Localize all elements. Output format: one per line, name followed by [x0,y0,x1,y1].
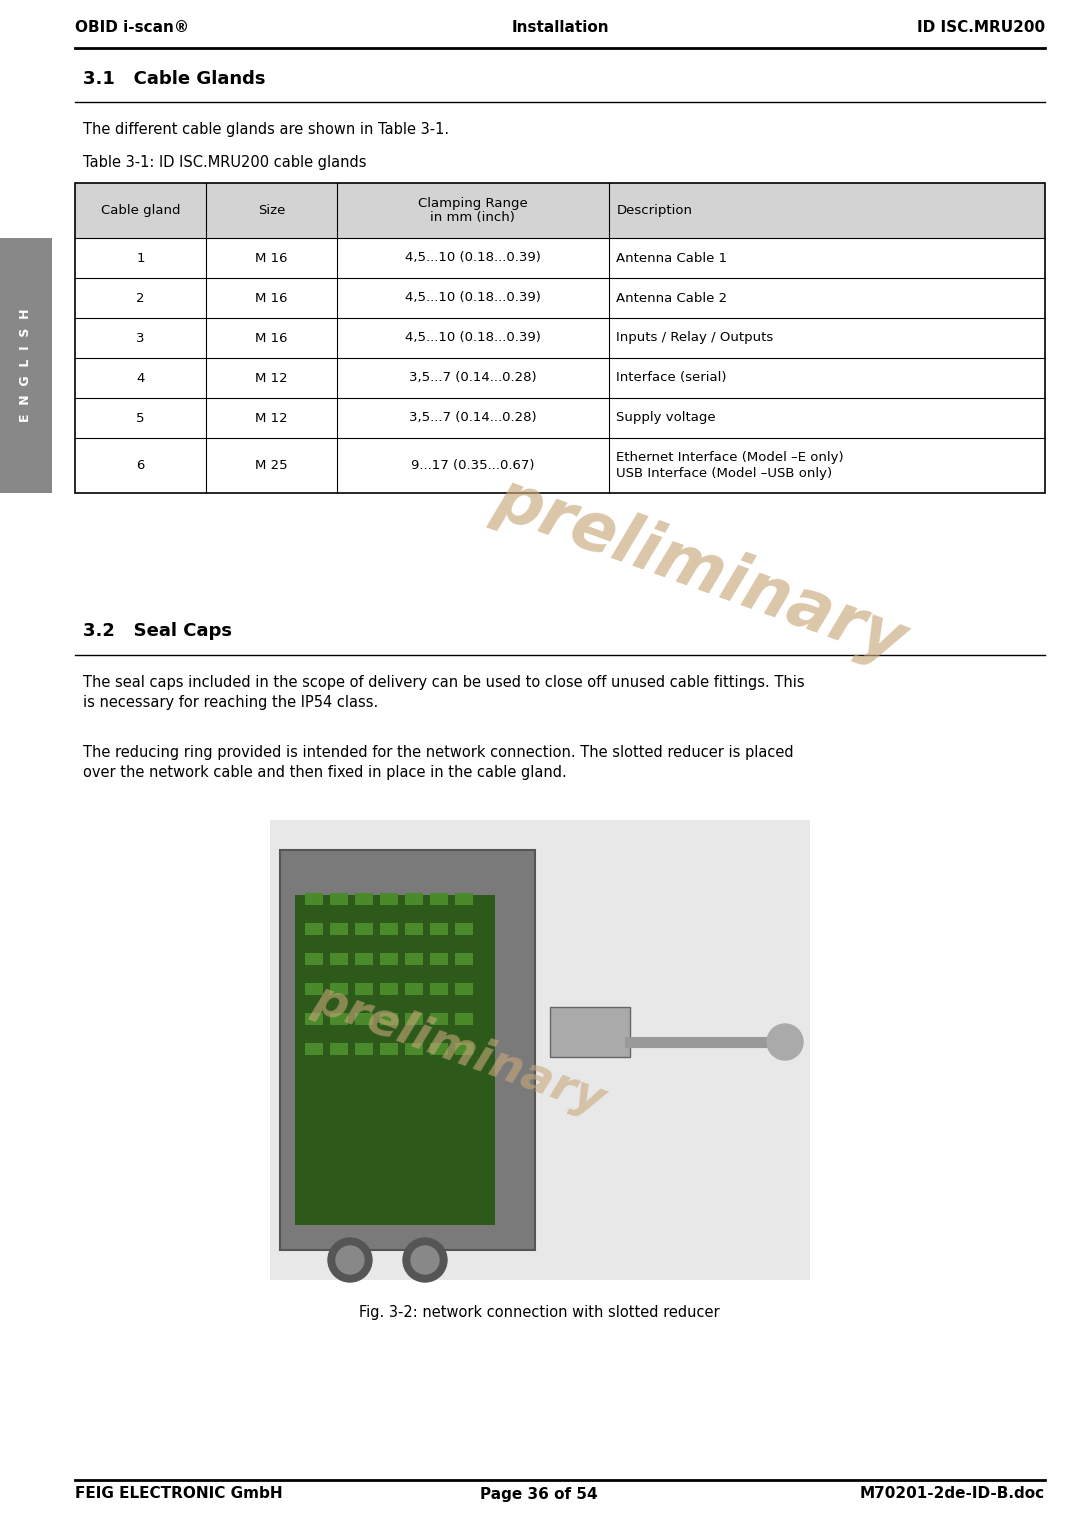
Bar [405,923,423,935]
Bar [405,982,423,994]
Text: Ethernet Interface (Model –E only)
USB Interface (Model –USB only): Ethernet Interface (Model –E only) USB I… [617,452,844,479]
Text: 1: 1 [136,252,144,264]
Text: The reducing ring provided is intended for the network connection. The slotted r: The reducing ring provided is intended f… [83,744,793,779]
Bar [330,923,348,935]
Text: 3,5...7 (0.14...0.28): 3,5...7 (0.14...0.28) [409,371,537,385]
Bar [381,1013,398,1025]
Bar [0,238,52,493]
Text: 3,5...7 (0.14...0.28): 3,5...7 (0.14...0.28) [409,411,537,424]
Text: E  N  G  L  I  S  H: E N G L I S H [19,309,32,423]
Text: 4,5...10 (0.18...0.39): 4,5...10 (0.18...0.39) [404,252,541,264]
Bar [305,923,323,935]
Text: The seal caps included in the scope of delivery can be used to close off unused : The seal caps included in the scope of d… [83,675,804,709]
Text: M 16: M 16 [255,291,288,305]
Text: Cable gland: Cable gland [100,205,180,217]
Text: 4,5...10 (0.18...0.39): 4,5...10 (0.18...0.39) [404,332,541,344]
Bar [355,1043,373,1055]
Bar [430,893,448,905]
Bar [405,1013,423,1025]
Text: 9...17 (0.35...0.67): 9...17 (0.35...0.67) [411,459,535,471]
Bar [381,982,398,994]
Bar [430,923,448,935]
Bar [270,820,810,1280]
Text: Antenna Cable 1: Antenna Cable 1 [617,252,728,264]
Bar [405,1043,423,1055]
Bar [381,954,398,966]
Bar [305,1043,323,1055]
Text: M 16: M 16 [255,332,288,344]
Text: M 16: M 16 [255,252,288,264]
Text: preliminary: preliminary [485,464,914,676]
Bar [295,894,495,1225]
Text: Clamping Range
in mm (inch): Clamping Range in mm (inch) [418,197,527,224]
Bar [355,893,373,905]
Text: M 25: M 25 [255,459,288,471]
Text: The different cable glands are shown in Table 3-1.: The different cable glands are shown in … [83,121,450,136]
Bar [280,850,535,1251]
Text: M 12: M 12 [255,411,288,424]
Text: M70201-2de-ID-B.doc: M70201-2de-ID-B.doc [860,1487,1045,1501]
Bar [455,1013,473,1025]
Bar [455,954,473,966]
Text: 4,5...10 (0.18...0.39): 4,5...10 (0.18...0.39) [404,291,541,305]
Text: Installation: Installation [511,21,609,35]
Bar [305,1013,323,1025]
Text: Interface (serial): Interface (serial) [617,371,727,385]
Bar [75,183,1045,493]
Bar [455,923,473,935]
Bar [430,1013,448,1025]
Circle shape [328,1239,372,1283]
Text: FEIG ELECTRONIC GmbH: FEIG ELECTRONIC GmbH [75,1487,282,1501]
Bar [381,1043,398,1055]
Bar [75,183,1045,238]
Text: Antenna Cable 2: Antenna Cable 2 [617,291,728,305]
Bar [330,893,348,905]
Text: 3.1   Cable Glands: 3.1 Cable Glands [83,70,265,88]
Text: Size: Size [258,205,285,217]
Bar [455,982,473,994]
Text: 3.2   Seal Caps: 3.2 Seal Caps [83,622,232,640]
Bar [330,1043,348,1055]
Circle shape [411,1246,439,1273]
Bar [550,1007,630,1057]
Text: Supply voltage: Supply voltage [617,411,716,424]
Bar [330,982,348,994]
Bar [430,982,448,994]
Circle shape [403,1239,447,1283]
Bar [355,954,373,966]
Bar [305,893,323,905]
Text: Page 36 of 54: Page 36 of 54 [480,1487,598,1501]
Text: 4: 4 [136,371,144,385]
Bar [381,923,398,935]
Text: 5: 5 [136,411,144,424]
Bar [305,954,323,966]
Text: preliminary: preliminary [307,976,611,1123]
Circle shape [768,1023,803,1060]
Bar [330,954,348,966]
Bar [330,1013,348,1025]
Bar [430,1043,448,1055]
Bar [355,982,373,994]
Bar [430,954,448,966]
Bar [305,982,323,994]
Text: ID ISC.MRU200: ID ISC.MRU200 [917,21,1045,35]
Text: 3: 3 [136,332,144,344]
Text: OBID i-scan®: OBID i-scan® [75,21,189,35]
Text: 6: 6 [136,459,144,471]
Bar [455,1043,473,1055]
Bar [455,893,473,905]
Bar [405,893,423,905]
Bar [355,923,373,935]
Text: 2: 2 [136,291,144,305]
Text: M 12: M 12 [255,371,288,385]
Circle shape [336,1246,364,1273]
Text: Inputs / Relay / Outputs: Inputs / Relay / Outputs [617,332,774,344]
Text: Description: Description [617,205,692,217]
Bar [355,1013,373,1025]
Bar [405,954,423,966]
Text: Fig. 3-2: network connection with slotted reducer: Fig. 3-2: network connection with slotte… [359,1305,719,1320]
Text: Table 3-1: ID ISC.MRU200 cable glands: Table 3-1: ID ISC.MRU200 cable glands [83,155,367,170]
Bar [381,893,398,905]
